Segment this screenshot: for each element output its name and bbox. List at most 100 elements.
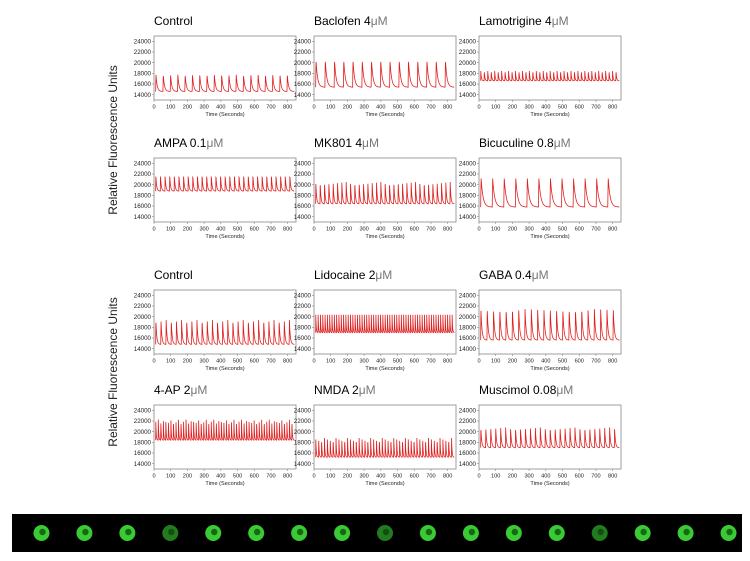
x-axis-label: Time (Seconds)	[365, 112, 404, 118]
x-tick-label: 0	[312, 359, 315, 365]
y-tick-label: 18000	[459, 71, 477, 78]
y-tick-label: 18000	[459, 325, 477, 332]
x-tick-label: 600	[250, 227, 259, 233]
x-axis-label: Time (Seconds)	[530, 112, 569, 118]
x-tick-label: 400	[541, 105, 550, 111]
chart-panel: Muscimol 0.08μM 14000 16000 18000 20000 22000…	[455, 383, 625, 491]
chart-title: Muscimol 0.08μM	[479, 383, 573, 397]
chart-title-text: AMPA 0.1	[154, 136, 207, 150]
x-tick-label: 100	[326, 359, 335, 365]
cell-frame	[33, 525, 50, 541]
x-tick-label: 300	[524, 105, 533, 111]
line-chart: 14000 16000 18000 20000 22000 24000 0 100 200 300…	[294, 35, 457, 118]
x-tick-label: 800	[443, 227, 452, 233]
y-tick-label: 14000	[134, 214, 152, 221]
x-tick-label: 300	[524, 474, 533, 480]
chart-panel: MK801 4μM 14000 16000 18000 20000 22000 24000 0…	[290, 136, 460, 244]
x-tick-label: 700	[426, 474, 435, 480]
x-tick-label: 600	[410, 227, 419, 233]
x-tick-label: 700	[426, 105, 435, 111]
x-tick-label: 800	[608, 105, 617, 111]
x-tick-label: 600	[410, 474, 419, 480]
x-tick-label: 300	[199, 227, 208, 233]
x-tick-label: 700	[591, 359, 600, 365]
cell-nucleus	[726, 528, 733, 536]
x-axis-label: Time (Seconds)	[530, 366, 569, 372]
fluorescence-trace	[155, 74, 295, 92]
plot-frame	[313, 404, 457, 470]
x-axis-label: Time (Seconds)	[530, 481, 569, 487]
y-tick-label: 24000	[134, 293, 152, 300]
y-tick-label: 20000	[294, 182, 312, 189]
x-axis-label: Time (Seconds)	[365, 234, 404, 240]
cell-nucleus	[339, 528, 347, 536]
x-tick-label: 800	[283, 105, 292, 111]
x-tick-label: 300	[524, 227, 533, 233]
y-tick-label: 20000	[294, 429, 312, 436]
chart-title-text: NMDA 2	[314, 383, 359, 397]
x-tick-label: 100	[491, 474, 500, 480]
y-tick-label: 14000	[294, 92, 312, 99]
cell-frame	[634, 525, 651, 541]
x-tick-label: 600	[250, 105, 259, 111]
x-tick-label: 500	[393, 227, 402, 233]
y-tick-label: 24000	[134, 39, 152, 46]
fluorescence-trace	[315, 437, 455, 458]
x-tick-label: 700	[591, 474, 600, 480]
chart-panel: Control 14000 16000 18000 20000 22000 24000 0 10…	[130, 14, 300, 122]
y-tick-label: 16000	[459, 81, 477, 88]
x-tick-label: 800	[283, 474, 292, 480]
y-tick-label: 20000	[294, 60, 312, 67]
cell-frame	[591, 525, 608, 541]
x-tick-label: 300	[199, 474, 208, 480]
x-tick-label: 400	[216, 359, 225, 365]
x-tick-label: 200	[508, 474, 517, 480]
y-tick-label: 24000	[134, 161, 152, 168]
chart-title: NMDA 2μM	[314, 383, 376, 397]
fluorescence-trace	[480, 70, 620, 82]
x-tick-label: 500	[393, 474, 402, 480]
x-tick-label: 200	[343, 474, 352, 480]
y-tick-label: 16000	[294, 335, 312, 342]
fluorescence-trace	[315, 61, 455, 88]
y-tick-label: 22000	[294, 303, 312, 310]
x-axis-label: Time (Seconds)	[530, 234, 569, 240]
cell-frame	[334, 525, 351, 541]
cell-frame	[248, 525, 265, 541]
x-tick-label: 0	[477, 359, 480, 365]
line-chart: 14000 16000 18000 20000 22000 24000 0 100 200 300…	[294, 157, 457, 240]
cell-nucleus	[168, 528, 175, 536]
y-tick-label: 18000	[294, 71, 312, 78]
y-tick-label: 20000	[459, 182, 477, 189]
x-tick-label: 0	[152, 227, 155, 233]
x-tick-label: 500	[393, 359, 402, 365]
y-tick-label: 22000	[134, 303, 152, 310]
y-tick-label: 14000	[134, 346, 152, 353]
x-tick-label: 700	[266, 474, 275, 480]
cell-nucleus	[425, 528, 433, 536]
x-axis-label: Time (Seconds)	[365, 366, 404, 372]
cell-nucleus	[39, 528, 46, 536]
cell-nucleus	[253, 528, 261, 536]
y-tick-label: 14000	[459, 346, 477, 353]
y-tick-label: 22000	[134, 49, 152, 56]
x-tick-label: 0	[312, 227, 315, 233]
y-tick-label: 22000	[294, 418, 312, 425]
y-tick-label: 16000	[294, 450, 312, 457]
fluorescence-trace	[155, 175, 295, 192]
y-tick-label: 16000	[459, 335, 477, 342]
line-chart: 14000 16000 18000 20000 22000 24000 0 100 200 300…	[459, 289, 622, 372]
x-tick-label: 500	[558, 227, 567, 233]
chart-panel: Lamotrigine 4μM 14000 16000 18000 20000 22000…	[455, 14, 625, 122]
y-tick-label: 18000	[459, 440, 477, 447]
x-tick-label: 800	[443, 359, 452, 365]
fluorescence-trace	[315, 182, 455, 205]
x-tick-label: 200	[183, 359, 192, 365]
imaging-frames	[33, 525, 737, 541]
x-tick-label: 100	[491, 359, 500, 365]
x-tick-label: 600	[575, 359, 584, 365]
x-tick-label: 200	[508, 105, 517, 111]
y-tick-label: 22000	[459, 303, 477, 310]
fluorescence-trace	[480, 178, 620, 208]
x-tick-label: 0	[477, 227, 480, 233]
